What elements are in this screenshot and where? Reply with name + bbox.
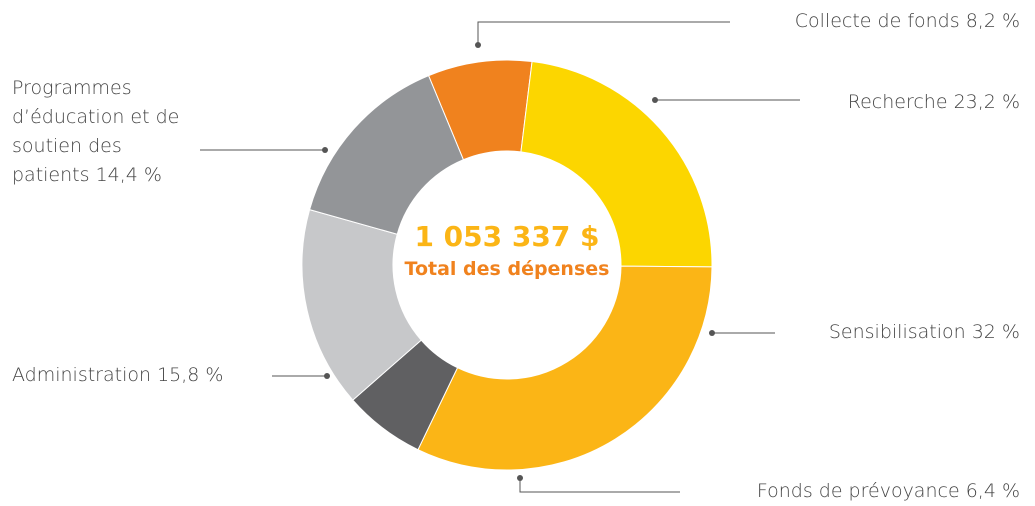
value-label: 6,4 %	[965, 480, 1020, 502]
category-label: Collecte de fonds	[794, 10, 960, 32]
value-label: 14,4 %	[95, 164, 162, 186]
donut-slice	[308, 74, 465, 235]
slice-label: Programmes d’éducation et de soutien des…	[12, 74, 202, 190]
leader-dot	[652, 97, 658, 103]
slice-label: Recherche 23,2 %	[848, 88, 1020, 117]
value-label: 8,2 %	[965, 10, 1020, 32]
leader-dot	[475, 42, 481, 48]
donut-slice	[520, 60, 713, 268]
center-value: 1 053 337 $	[414, 220, 600, 253]
value-label: 23,2 %	[953, 91, 1020, 113]
leader-line	[519, 478, 680, 493]
leader-dot	[322, 147, 328, 153]
donut-slice	[301, 209, 422, 401]
value-label: 32 %	[971, 321, 1020, 343]
category-label: Administration	[12, 364, 152, 386]
value-label: 15,8 %	[157, 364, 224, 386]
center-label: Total des dépenses	[404, 258, 610, 280]
slice-label: Sensibilisation 32 %	[829, 318, 1020, 347]
category-label: Sensibilisation	[828, 321, 966, 343]
category-label: Recherche	[847, 91, 948, 113]
leader-dot	[517, 475, 523, 481]
category-label: Programmes d’éducation et de soutien des…	[12, 77, 180, 186]
leader-line	[477, 21, 730, 45]
slice-label: Fonds de prévoyance 6,4 %	[757, 477, 1020, 506]
slice-label: Administration 15,8 %	[12, 361, 223, 390]
donut-slice	[417, 265, 713, 471]
category-label: Fonds de prévoyance	[756, 480, 960, 502]
slice-label: Collecte de fonds 8,2 %	[795, 7, 1020, 36]
leader-dot	[324, 373, 330, 379]
leader-dot	[709, 330, 715, 336]
